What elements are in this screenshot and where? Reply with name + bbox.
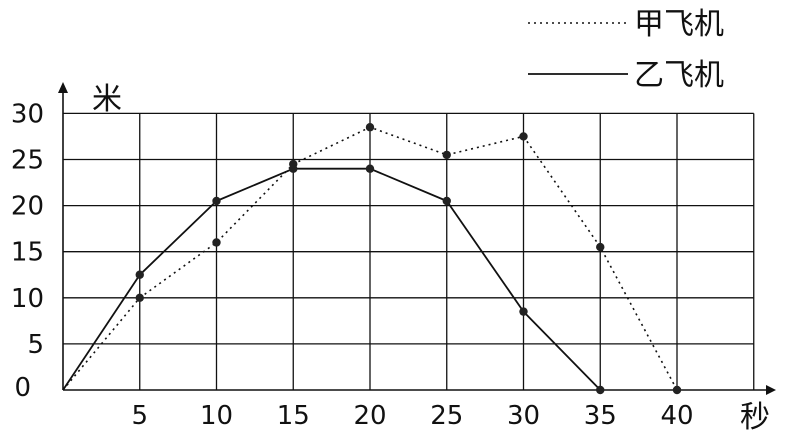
data-point-s0-7 [596, 242, 605, 252]
x-tick-label-20: 20 [353, 401, 386, 431]
tick-labels: 5 10 15 20 25 30 5 10 15 20 25 30 35 40 [11, 99, 694, 431]
data-point-s1-3 [289, 164, 298, 173]
x-tick-label-5: 5 [131, 401, 148, 431]
x-axis-arrow [766, 385, 776, 395]
y-tick-label-10: 10 [11, 284, 44, 314]
data-point-s0-8 [672, 385, 682, 395]
origin-label: 0 [14, 373, 31, 403]
x-axis-label: 秒 [740, 400, 770, 435]
data-points [135, 123, 682, 395]
x-tick-label-15: 15 [277, 401, 310, 431]
x-tick-label-25: 25 [430, 401, 463, 431]
data-point-s1-7 [596, 385, 605, 395]
x-tick-label-10: 10 [200, 401, 233, 431]
legend-label-jia: 甲飞机 [634, 7, 724, 42]
y-tick-label-15: 15 [11, 238, 44, 268]
data-point-s0-2 [212, 238, 221, 247]
data-point-s1-6 [519, 307, 528, 316]
data-point-s1-2 [212, 196, 221, 206]
data-point-s1-1 [135, 270, 144, 279]
y-tick-label-25: 25 [11, 146, 44, 176]
y-axis-label: 米 [92, 82, 122, 117]
legend-label-yi: 乙飞机 [634, 58, 724, 93]
axes [58, 82, 776, 395]
data-point-s0-4 [365, 123, 375, 132]
data-point-s0-6 [519, 132, 528, 141]
x-tick-label-35: 35 [584, 401, 617, 431]
y-axis-arrow [58, 82, 68, 93]
series-line-1 [62, 167, 601, 391]
y-tick-label-30: 30 [11, 99, 44, 129]
data-point-s0-1 [135, 293, 144, 302]
x-tick-label-40: 40 [660, 401, 693, 431]
y-tick-label-5: 5 [27, 330, 44, 360]
y-tick-label-20: 20 [11, 192, 44, 222]
legend: 甲飞机 乙飞机 [528, 7, 724, 93]
data-point-s0-5 [442, 150, 451, 160]
data-point-s1-4 [365, 164, 375, 173]
x-tick-label-30: 30 [507, 401, 540, 431]
data-point-s1-5 [442, 196, 451, 206]
grid [63, 112, 755, 390]
